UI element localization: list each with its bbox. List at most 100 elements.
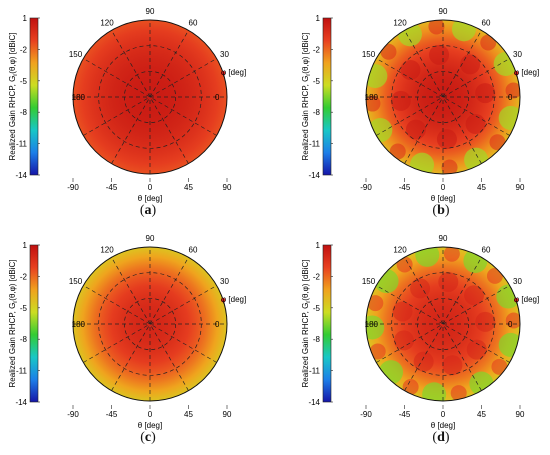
theta-tick-d-4: 90 bbox=[516, 410, 525, 419]
colorbar-tick-a-0: 1 bbox=[23, 14, 28, 23]
phi-label-c-0: 0 bbox=[215, 320, 220, 329]
phi-label-a-90: 90 bbox=[146, 7, 155, 16]
phi-label-c-150: 150 bbox=[69, 277, 83, 286]
phi-label-d-30: 30 bbox=[513, 277, 522, 286]
phi-label-b-150: 150 bbox=[362, 50, 376, 59]
phi-label-d-0: 0 bbox=[508, 320, 513, 329]
colorbar-tick-a-2: -5 bbox=[20, 77, 28, 86]
colorbar-tick-b-5: -14 bbox=[308, 171, 320, 180]
caption-b: (b) bbox=[432, 203, 450, 218]
panel-a: 1 -2 -5 -8 -11 -14 Realized Gain RHCP, Gr(θ,φ)… bbox=[0, 0, 275, 227]
phi-marker-d bbox=[514, 298, 519, 303]
polar-grid-a bbox=[73, 20, 227, 174]
phi-label-b-180: 180 bbox=[365, 93, 379, 102]
theta-tick-a-2: 0 bbox=[148, 183, 153, 192]
colorbar-tick-b-2: -5 bbox=[313, 77, 321, 86]
phi-label-b-30: 30 bbox=[513, 50, 522, 59]
theta-tick-c-1: -45 bbox=[106, 410, 118, 419]
phi-label-c-30: 30 bbox=[220, 277, 229, 286]
colorbar-tick-a-4: -11 bbox=[16, 140, 28, 149]
colorbar-tick-c-1: -2 bbox=[20, 272, 28, 281]
heatmap-disk-d bbox=[365, 246, 521, 402]
polar-grid-b bbox=[366, 20, 520, 174]
theta-tick-a-3: 45 bbox=[184, 183, 193, 192]
colorbar-label-d: Realized Gain RHCP, Gr(θ,φ) [dBiC] bbox=[301, 260, 312, 388]
theta-tick-d-3: 45 bbox=[477, 410, 486, 419]
theta-tick-b-2: 0 bbox=[441, 183, 446, 192]
theta-tick-c-0: -90 bbox=[67, 410, 79, 419]
phi-label-d-120: 120 bbox=[393, 246, 407, 255]
theta-axis-label-c: θ [deg] bbox=[138, 421, 162, 430]
colorbar-label-b: Realized Gain RHCP, Gr(θ,φ) [dBiC] bbox=[301, 33, 312, 161]
theta-tick-c-3: 45 bbox=[184, 410, 193, 419]
theta-axis-label-b: θ [deg] bbox=[431, 194, 455, 203]
phi-label-d-180: 180 bbox=[365, 320, 379, 329]
phi-label-d-90: 90 bbox=[439, 234, 448, 243]
phi-label-a-0: 0 bbox=[215, 93, 220, 102]
polar-chart-a: 1 -2 -5 -8 -11 -14 Realized Gain RHCP, Gr(θ,φ)… bbox=[8, 7, 246, 203]
colorbar-tick-a-3: -8 bbox=[20, 108, 28, 117]
theta-tick-a-1: -45 bbox=[106, 183, 118, 192]
colorbar-tick-d-5: -14 bbox=[308, 398, 320, 407]
colorbar-tick-d-4: -11 bbox=[309, 367, 321, 376]
theta-axis-label-d: θ [deg] bbox=[431, 421, 455, 430]
theta-axis-label-a: θ [deg] bbox=[138, 194, 162, 203]
colorbar-tick-b-0: 1 bbox=[316, 14, 321, 23]
colorbar-tick-c-0: 1 bbox=[23, 241, 28, 250]
panel-d: 1 -2 -5 -8 -11 -14 Realized Gain RHCP, Gr(θ,φ)… bbox=[275, 227, 550, 454]
theta-tick-b-0: -90 bbox=[360, 183, 372, 192]
phi-marker-b bbox=[514, 71, 519, 76]
theta-axis-a: -90 -45 0 45 90 θ [deg] bbox=[67, 178, 232, 203]
caption-a: (a) bbox=[139, 203, 157, 218]
colorbar-tick-c-3: -8 bbox=[20, 335, 28, 344]
polar-grid-c bbox=[73, 247, 227, 401]
phi-label-b-120: 120 bbox=[393, 19, 407, 28]
caption-c: (c) bbox=[140, 430, 156, 445]
phi-label-a-120: 120 bbox=[100, 19, 114, 28]
phi-label-a-150: 150 bbox=[69, 50, 83, 59]
theta-axis-c: -90 -45 0 45 90 θ [deg] bbox=[67, 405, 232, 430]
polar-grid-d bbox=[366, 247, 520, 401]
phi-axis-label-b: φ [deg] bbox=[514, 68, 539, 77]
phi-label-b-90: 90 bbox=[439, 7, 448, 16]
colorbar-c bbox=[29, 244, 39, 403]
polar-chart-d: 1 -2 -5 -8 -11 -14 Realized Gain RHCP, Gr(θ,φ)… bbox=[301, 234, 539, 430]
theta-tick-d-1: -45 bbox=[399, 410, 411, 419]
theta-tick-b-4: 90 bbox=[516, 183, 525, 192]
phi-label-a-30: 30 bbox=[220, 50, 229, 59]
colorbar-tick-a-1: -2 bbox=[20, 45, 28, 54]
theta-tick-a-4: 90 bbox=[223, 183, 232, 192]
caption-d: (d) bbox=[432, 430, 450, 445]
theta-tick-c-4: 90 bbox=[223, 410, 232, 419]
theta-tick-c-2: 0 bbox=[148, 410, 153, 419]
colorbar-tick-d-1: -2 bbox=[313, 272, 321, 281]
phi-label-c-90: 90 bbox=[146, 234, 155, 243]
colorbar-label-a: Realized Gain RHCP, Gr(θ,φ) [dBiC] bbox=[8, 33, 19, 161]
colorbar-label-c: Realized Gain RHCP, Gr(θ,φ) [dBiC] bbox=[8, 260, 19, 388]
theta-tick-b-1: -45 bbox=[399, 183, 411, 192]
phi-label-b-60: 60 bbox=[482, 19, 491, 28]
colorbar-tick-d-3: -8 bbox=[313, 335, 321, 344]
panel-b: 1 -2 -5 -8 -11 -14 Realized Gain RHCP, Gr(θ,φ)… bbox=[275, 0, 550, 227]
phi-label-a-60: 60 bbox=[189, 19, 198, 28]
colorbar-tick-c-4: -11 bbox=[16, 367, 28, 376]
colorbar-tick-b-1: -2 bbox=[313, 45, 321, 54]
theta-tick-d-2: 0 bbox=[441, 410, 446, 419]
phi-marker-a bbox=[221, 71, 226, 76]
theta-tick-d-0: -90 bbox=[360, 410, 372, 419]
colorbar-tick-c-5: -14 bbox=[15, 398, 27, 407]
phi-label-c-60: 60 bbox=[189, 246, 198, 255]
phi-label-c-120: 120 bbox=[100, 246, 114, 255]
phi-axis-label-d: φ [deg] bbox=[514, 295, 539, 304]
phi-label-a-180: 180 bbox=[72, 93, 86, 102]
colorbar-b bbox=[322, 17, 332, 176]
theta-tick-b-3: 45 bbox=[477, 183, 486, 192]
theta-axis-d: -90 -45 0 45 90 θ [deg] bbox=[360, 405, 525, 430]
panel-c: 1 -2 -5 -8 -11 -14 Realized Gain RHCP, Gr(θ,φ)… bbox=[0, 227, 275, 454]
colorbar-tick-c-2: -5 bbox=[20, 304, 28, 313]
phi-label-d-150: 150 bbox=[362, 277, 376, 286]
theta-tick-a-0: -90 bbox=[67, 183, 79, 192]
colorbar-tick-d-2: -5 bbox=[313, 304, 321, 313]
colorbar-a bbox=[29, 17, 39, 176]
colorbar-tick-a-5: -14 bbox=[15, 171, 27, 180]
